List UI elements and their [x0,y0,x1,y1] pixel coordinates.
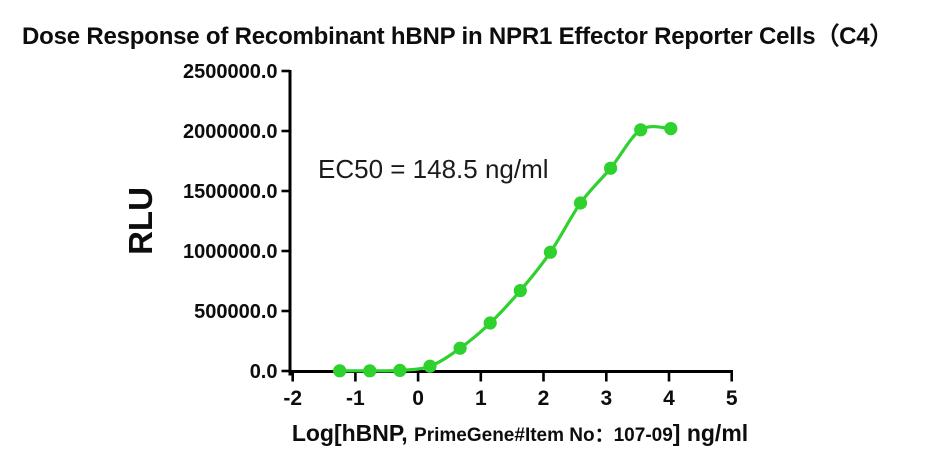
x-axis-title-unit: ] ng/ml [673,420,748,446]
data-point [333,364,347,378]
x-tick-label: 1 [475,387,487,410]
plot-generated-content: 0.0500000.01000000.01500000.02000000.025… [183,61,738,410]
y-tick-label: 1000000.0 [183,241,278,263]
y-tick-label: 2500000.0 [183,61,278,83]
x-tick-label: -2 [283,387,302,410]
chart-title: Dose Response of Recombinant hBNP in NPR… [22,23,894,50]
data-point [423,359,437,373]
x-tick-label: -1 [346,387,365,410]
data-point [573,196,588,210]
x-axis-title-main: Log[hBNP, [292,420,414,446]
data-point [363,364,377,378]
ec50-annotation: EC50 = 148.5 ng/ml [318,154,549,184]
x-tick-label: 4 [663,387,675,410]
data-point [634,123,648,137]
data-point [664,122,678,136]
x-tick-label: 2 [538,387,550,410]
data-point [513,284,527,298]
y-tick-label: 2000000.0 [183,121,278,143]
data-point [483,316,497,330]
data-point [393,363,407,377]
y-axis-title: RLU [122,187,159,255]
data-point [453,341,467,355]
x-tick-label: 5 [726,387,738,410]
x-tick-label: 0 [412,387,424,410]
y-tick-label: 500000.0 [194,301,277,323]
x-axis-title: Log[hBNP, PrimeGene#Item No：107-09] ng/m… [292,420,748,446]
x-tick-label: 3 [600,387,612,410]
data-point [604,161,618,175]
y-tick-label: 1500000.0 [183,181,278,203]
y-tick-label: 0.0 [250,361,278,383]
x-axis-title-detail: PrimeGene#Item No：107-09 [414,425,673,446]
data-point [543,245,558,259]
